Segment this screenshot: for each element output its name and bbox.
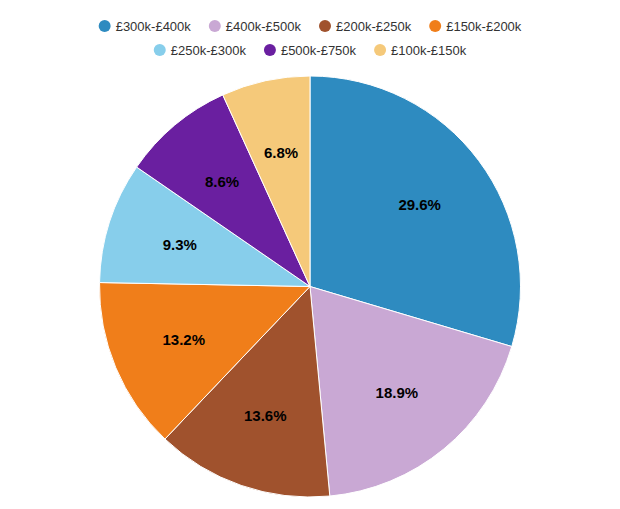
legend: £300k-£400k £400k-£500k £200k-£250k £150k-£…: [99, 19, 522, 58]
legend-item: £300k-£400k: [99, 19, 192, 34]
legend-label: £100k-£150k: [391, 43, 467, 58]
legend-label: £150k-£200k: [446, 19, 522, 34]
legend-marker: [264, 44, 276, 56]
legend-item: £200k-£250k: [319, 19, 412, 34]
legend-label: £500k-£750k: [281, 43, 357, 58]
legend-item: £400k-£500k: [209, 19, 302, 34]
legend-item: £100k-£150k: [374, 43, 467, 58]
legend-label: £300k-£400k: [116, 19, 192, 34]
legend-item: £150k-£200k: [429, 19, 522, 34]
legend-label: £200k-£250k: [336, 19, 412, 34]
legend-item: £500k-£750k: [264, 43, 357, 58]
data-label: 29.6%: [398, 196, 441, 213]
legend-marker: [154, 44, 166, 56]
legend-label: £400k-£500k: [226, 19, 302, 34]
legend-marker: [209, 20, 221, 32]
data-labels: 29.6% 18.9% 13.6% 13.2% 9.3% 8.6% 6.8%: [162, 144, 440, 424]
data-label: 13.2%: [162, 331, 205, 348]
legend-marker: [374, 44, 386, 56]
data-label: 8.6%: [205, 173, 239, 190]
chart-svg: £300k-£400k £400k-£500k £200k-£250k £150k-£…: [0, 0, 620, 509]
legend-marker: [99, 20, 111, 32]
data-label: 6.8%: [264, 144, 298, 161]
data-label: 13.6%: [244, 407, 287, 424]
legend-item: £250k-£300k: [154, 43, 247, 58]
legend-label: £250k-£300k: [171, 43, 247, 58]
legend-marker: [429, 20, 441, 32]
pie: [99, 76, 520, 497]
pie-slice: [99, 283, 310, 440]
chart-container: £300k-£400k £400k-£500k £200k-£250k £150k-£…: [0, 0, 620, 509]
data-label: 18.9%: [376, 384, 419, 401]
legend-marker: [319, 20, 331, 32]
pie-slice: [310, 287, 512, 497]
data-label: 9.3%: [163, 236, 197, 253]
